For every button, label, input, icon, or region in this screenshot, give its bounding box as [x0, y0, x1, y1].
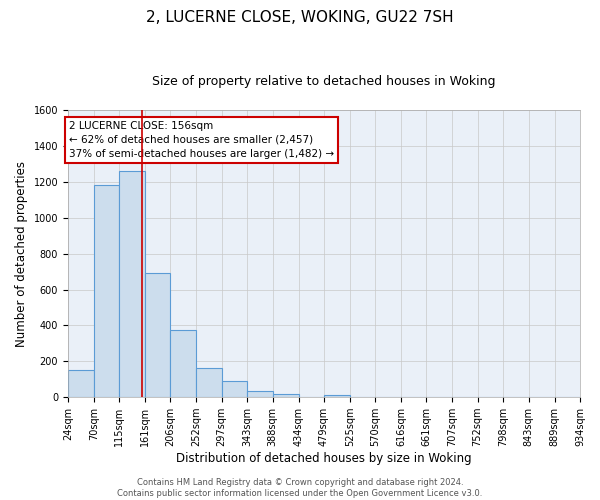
- Text: 2, LUCERNE CLOSE, WOKING, GU22 7SH: 2, LUCERNE CLOSE, WOKING, GU22 7SH: [146, 10, 454, 25]
- Bar: [273, 394, 299, 397]
- Y-axis label: Number of detached properties: Number of detached properties: [15, 160, 28, 346]
- Bar: [68, 370, 94, 397]
- Text: Contains HM Land Registry data © Crown copyright and database right 2024.
Contai: Contains HM Land Registry data © Crown c…: [118, 478, 482, 498]
- Bar: [170, 330, 196, 397]
- Bar: [324, 396, 350, 397]
- Text: 2 LUCERNE CLOSE: 156sqm
← 62% of detached houses are smaller (2,457)
37% of semi: 2 LUCERNE CLOSE: 156sqm ← 62% of detache…: [69, 121, 334, 159]
- Bar: [94, 186, 119, 397]
- Bar: [145, 274, 170, 397]
- Title: Size of property relative to detached houses in Woking: Size of property relative to detached ho…: [152, 75, 496, 88]
- Bar: [196, 368, 221, 397]
- Bar: [247, 391, 273, 397]
- Bar: [221, 381, 247, 397]
- X-axis label: Distribution of detached houses by size in Woking: Distribution of detached houses by size …: [176, 452, 472, 465]
- Bar: [119, 171, 145, 397]
